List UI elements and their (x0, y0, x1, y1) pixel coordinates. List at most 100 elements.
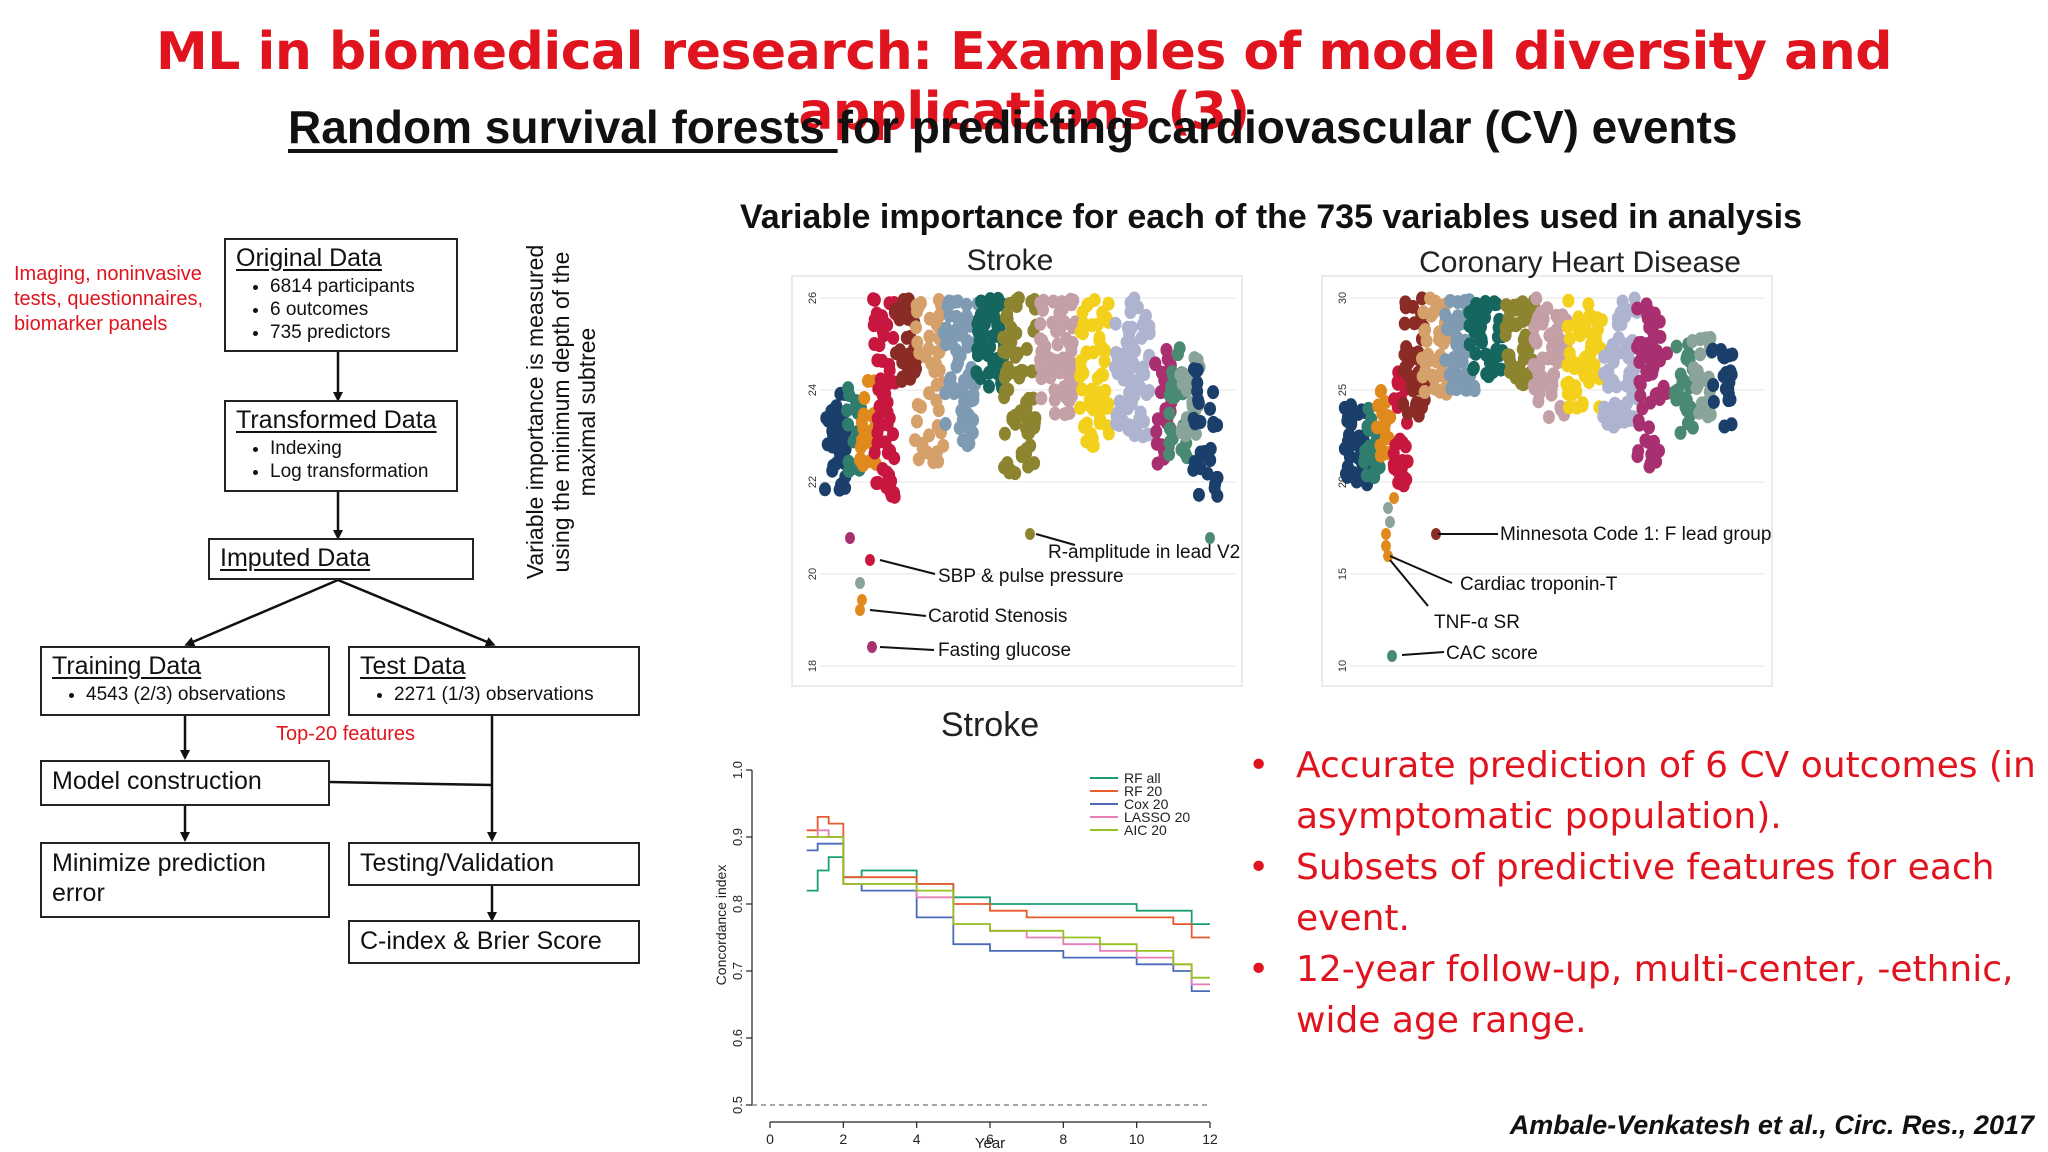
importance-dot (1086, 318, 1099, 333)
importance-dot (939, 417, 952, 432)
annotation-tnf: TNF-α SR (1434, 612, 1520, 633)
importance-dot (1034, 316, 1047, 331)
top-features-label: Top-20 features (276, 723, 415, 745)
importance-dot (1201, 466, 1214, 481)
importance-dot (1725, 417, 1738, 432)
importance-dot (943, 327, 956, 342)
importance-dot (1211, 488, 1224, 503)
importance-dot (1137, 414, 1150, 429)
importance-dot (1025, 528, 1035, 540)
importance-dot (1443, 367, 1456, 382)
importance-dot (973, 334, 986, 349)
importance-dot (1444, 293, 1457, 308)
ytick-label: 1.0 (730, 761, 745, 779)
importance-dot (857, 594, 867, 606)
importance-dot (1349, 468, 1362, 483)
importance-dot (912, 299, 925, 314)
importance-dot (855, 453, 868, 468)
importance-dot (1088, 293, 1101, 308)
importance-dot (1533, 387, 1546, 402)
citation: Ambale-Venkatesh et al., Circ. Res., 201… (1509, 1110, 2034, 1140)
ytick-label: 24 (807, 384, 819, 396)
importance-dot (1094, 341, 1107, 356)
importance-ylabel: Variable importance is measured using th… (522, 244, 600, 580)
importance-dot (1389, 492, 1399, 504)
chart-title: Stroke (941, 706, 1039, 744)
importance-dot (1473, 327, 1486, 342)
importance-dot (888, 451, 901, 466)
importance-dot (1563, 331, 1576, 346)
importance-dot (1151, 456, 1164, 471)
importance-dot (1381, 528, 1391, 540)
importance-dot (1085, 427, 1098, 442)
importance-dot (1014, 404, 1027, 419)
importance-dot (1640, 364, 1653, 379)
xtick-label: 6 (986, 1131, 994, 1147)
bullet-point: Accurate prediction of 6 CV outcomes (in… (1248, 740, 2038, 842)
importance-dot (1574, 328, 1587, 343)
importance-dot (1399, 295, 1412, 310)
annotation-troponin: Cardiac troponin-T (1460, 574, 1618, 595)
test-data-box: Test Data 2271 (1/3) observations (348, 646, 640, 716)
importance-dot (1470, 296, 1483, 311)
annotation-arrow (1389, 559, 1429, 607)
importance-dot (1648, 434, 1661, 449)
importance-dot (1204, 441, 1217, 456)
importance-dot (881, 405, 894, 420)
importance-dot (1381, 540, 1391, 552)
slide-subtitle: Random survival forests for predicting c… (288, 100, 1737, 154)
importance-dot (868, 445, 881, 460)
importance-dot (1528, 332, 1541, 347)
importance-dot (1119, 350, 1132, 365)
original-data-title: Original Data (236, 244, 382, 272)
importance-dot (1605, 406, 1618, 421)
importance-dot (1002, 360, 1015, 375)
importance-dot (1374, 448, 1387, 463)
importance-dot (1459, 382, 1472, 397)
ytick-label: 30 (1337, 292, 1349, 304)
importance-dot (1053, 306, 1066, 321)
importance-dot (1660, 346, 1673, 361)
importance-dot (879, 435, 892, 450)
importance-dot (872, 475, 885, 490)
importance-dot (961, 339, 974, 354)
importance-dot (1412, 408, 1425, 423)
arrow-imputed-training (184, 578, 339, 647)
importance-dot (1365, 438, 1378, 453)
importance-dot (1478, 310, 1491, 325)
importance-dot (858, 391, 871, 406)
importance-dot (1379, 416, 1392, 431)
annotation-fasting-glucose: Fasting glucose (938, 640, 1071, 661)
importance-dot (930, 377, 943, 392)
importance-dot (1530, 314, 1543, 329)
importance-dot (956, 323, 969, 338)
importance-dot (953, 421, 966, 436)
arrow-model-test-line (329, 780, 493, 787)
importance-dot (1447, 356, 1460, 371)
xtick-label: 0 (766, 1131, 774, 1147)
importance-dot (1545, 387, 1558, 402)
importance-dot (1074, 400, 1087, 415)
importance-dot (1511, 302, 1524, 317)
importance-dot (1533, 360, 1546, 375)
importance-dot (911, 335, 924, 350)
importance-dot (1003, 296, 1016, 311)
importance-dot (1674, 425, 1687, 440)
importance-dot (1387, 650, 1397, 662)
importance-dot (1086, 438, 1099, 453)
importance-dot (1091, 371, 1104, 386)
annotation-sbp: SBP & pulse pressure (938, 566, 1124, 587)
importance-dot (1019, 421, 1032, 436)
importance-dot (859, 426, 872, 441)
chart-xlabel: Year (975, 1135, 1005, 1152)
transformed-data-box: Transformed Data Indexing Log transforma… (224, 400, 458, 492)
importance-dot (1542, 410, 1555, 425)
importance-dot (952, 355, 965, 370)
importance-dot (1608, 343, 1621, 358)
importance-dot (951, 294, 964, 309)
importance-dot (1383, 502, 1393, 514)
importance-dot (950, 309, 963, 324)
training-item: 4543 (2/3) observations (86, 683, 318, 706)
importance-dot (1028, 415, 1041, 430)
